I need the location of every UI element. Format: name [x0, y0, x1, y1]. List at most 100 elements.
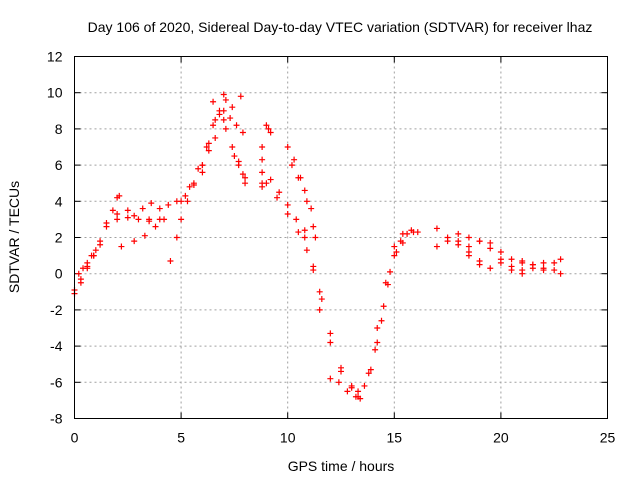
axis-ticks: 0 5 10 15 20 25 -8 -6 -4 -2 0 2 4 6 8 10 12 — [47, 49, 616, 446]
data-point — [487, 265, 494, 272]
y-axis-label: SDTVAR / TECUs — [6, 181, 22, 293]
data-point — [374, 325, 381, 331]
y-tick-label: 6 — [55, 157, 63, 173]
series-arc-05 — [114, 200, 155, 219]
data-point — [259, 156, 266, 163]
data-point — [139, 205, 146, 212]
data-point — [519, 258, 526, 265]
data-point — [167, 258, 174, 265]
data-point — [242, 180, 249, 187]
data-point — [301, 234, 308, 241]
data-point — [182, 192, 189, 199]
data-point — [184, 198, 191, 205]
data-point — [259, 183, 266, 190]
data-point — [316, 288, 323, 295]
data-point — [165, 201, 172, 208]
series-arc-23 — [355, 239, 406, 395]
x-axis-label: GPS time / hours — [288, 458, 395, 474]
data-point — [540, 267, 547, 274]
data-point — [80, 265, 87, 272]
x-tick-label: 5 — [177, 430, 185, 446]
data-point — [465, 234, 472, 241]
data-point — [92, 247, 99, 254]
data-point — [487, 239, 494, 246]
x-tick-label: 10 — [280, 430, 296, 446]
data-point — [146, 216, 153, 223]
data-point — [178, 198, 185, 205]
data-point — [84, 259, 91, 266]
series-arc-22 — [327, 375, 359, 400]
data-point — [233, 122, 240, 129]
data-point — [372, 346, 379, 353]
data-point — [295, 174, 302, 181]
y-tick-label: -6 — [50, 374, 63, 390]
series-arc-30 — [497, 256, 564, 277]
data-point — [497, 248, 504, 255]
data-point — [352, 393, 359, 400]
series-arc-29 — [465, 248, 547, 274]
data-point — [186, 183, 193, 190]
data-point — [220, 116, 227, 123]
data-point — [497, 256, 504, 263]
x-tick-label: 25 — [600, 430, 616, 446]
series-arc-18 — [284, 144, 317, 230]
data-point — [216, 111, 223, 118]
data-point — [276, 189, 283, 196]
data-point — [433, 243, 440, 250]
data-point — [476, 238, 483, 245]
data-point — [237, 93, 244, 100]
data-point — [239, 171, 246, 178]
data-point — [327, 339, 334, 346]
data-point — [365, 370, 372, 377]
series-arc-27 — [433, 238, 483, 268]
data-point — [205, 147, 212, 154]
data-point — [355, 388, 362, 395]
data-point — [374, 339, 381, 346]
data-point — [380, 303, 387, 310]
data-point — [152, 223, 159, 230]
data-point — [382, 279, 389, 286]
data-point — [291, 156, 298, 163]
data-point — [519, 270, 526, 277]
data-point — [222, 125, 229, 132]
series-arc-12 — [220, 107, 246, 136]
data-point — [75, 270, 82, 277]
data-point — [135, 216, 142, 223]
series-arc-16 — [263, 180, 323, 295]
data-point — [274, 194, 281, 201]
data-point — [124, 207, 131, 214]
series-arc-13 — [231, 153, 249, 187]
data-point — [227, 115, 234, 122]
data-point — [116, 192, 123, 199]
x-tick-label: 0 — [71, 430, 79, 446]
data-point — [263, 180, 270, 187]
y-tick-label: 0 — [55, 266, 63, 282]
series-arc-09 — [178, 96, 229, 205]
data-point — [284, 210, 291, 217]
series-arc-25 — [374, 227, 421, 331]
y-tick-label: -2 — [50, 302, 63, 318]
data-point — [455, 230, 462, 237]
data-point — [465, 248, 472, 255]
data-point — [173, 234, 180, 241]
data-point — [235, 162, 242, 169]
data-point — [77, 276, 84, 283]
data-point — [397, 238, 404, 245]
data-point — [267, 176, 274, 183]
data-point — [344, 388, 351, 395]
data-point — [414, 229, 421, 236]
data-point — [348, 382, 355, 389]
series-arc-08 — [167, 91, 227, 265]
data-point — [199, 169, 206, 176]
data-point — [205, 140, 212, 147]
series-arc-24 — [365, 229, 417, 377]
series-arc-01 — [71, 192, 123, 297]
data-point — [231, 153, 238, 160]
data-point — [540, 259, 547, 266]
data-point — [327, 330, 334, 337]
data-point — [109, 207, 116, 214]
data-point — [312, 234, 319, 241]
data-point — [551, 267, 558, 274]
data-point — [310, 223, 317, 230]
data-point — [114, 210, 121, 217]
